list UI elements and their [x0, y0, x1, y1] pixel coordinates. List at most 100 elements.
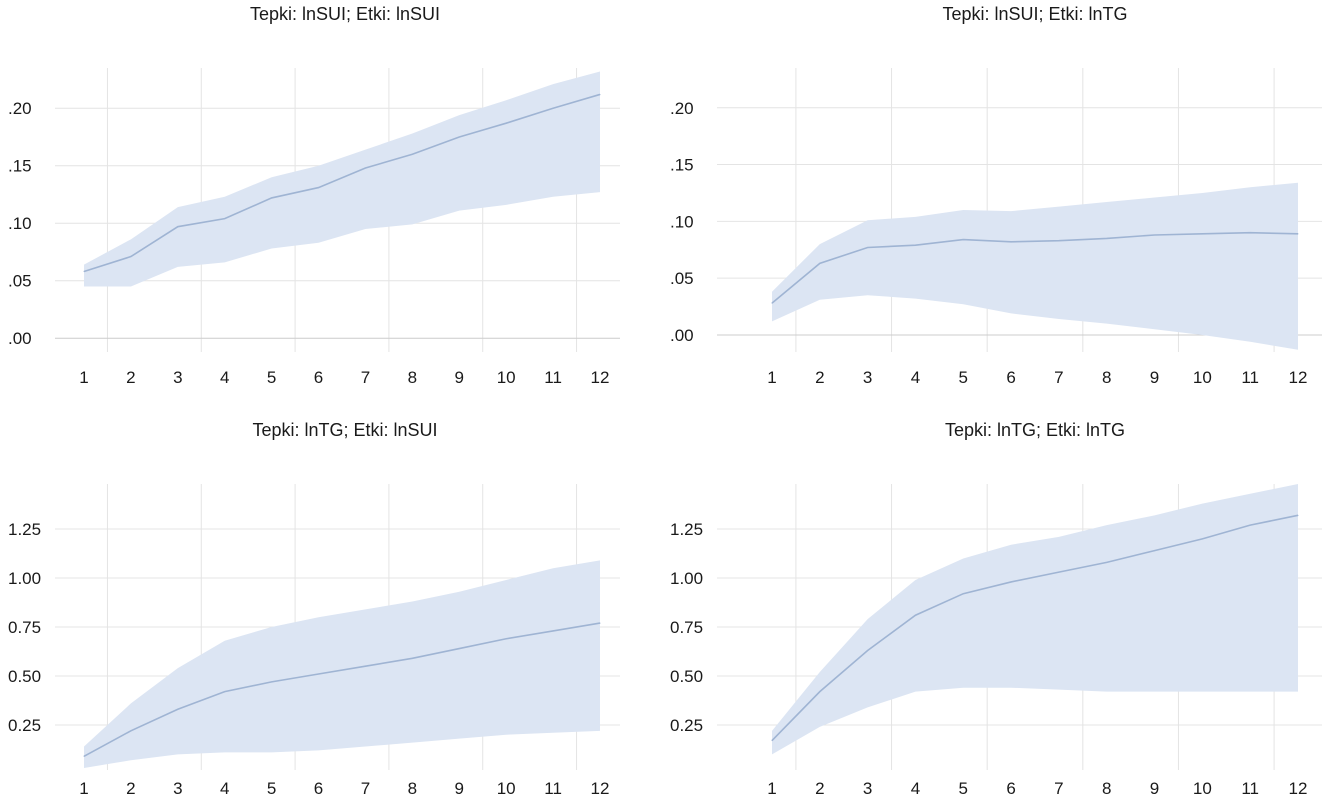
data-point [552, 630, 554, 632]
x-tick-label: 9 [1150, 779, 1159, 798]
x-tick-label: 11 [1241, 779, 1259, 798]
x-tick-label: 8 [1102, 368, 1111, 387]
y-tick-label: 0.50 [670, 667, 703, 686]
y-tick-label: 0.25 [670, 716, 703, 735]
data-point [867, 246, 869, 248]
x-tick-label: 2 [126, 368, 135, 387]
chart-title-2: Tepki: lnSUI; Etki: lnTG [942, 4, 1128, 24]
y-tick-label: 1.25 [8, 520, 41, 539]
data-point [458, 648, 460, 650]
response-line [771, 231, 1299, 304]
data-point [318, 673, 320, 675]
data-point [1106, 237, 1108, 239]
x-tick-label: 5 [267, 368, 276, 387]
data-point [271, 681, 273, 683]
x-tick-label: 4 [911, 368, 920, 387]
x-tick-label: 2 [815, 368, 824, 387]
x-tick-label: 1 [79, 779, 88, 798]
y-tick-label: 0.25 [8, 716, 41, 735]
x-tick-label: 11 [544, 368, 562, 387]
x-tick-label: 9 [455, 368, 464, 387]
data-point [83, 271, 85, 273]
data-point [962, 593, 964, 595]
data-point [599, 93, 601, 95]
data-point [318, 187, 320, 189]
x-tick-label: 10 [497, 368, 516, 387]
y-tick-label: 1.25 [670, 520, 703, 539]
x-tick-label: 4 [911, 779, 920, 798]
data-point [411, 657, 413, 659]
x-tick-label: 6 [314, 368, 323, 387]
y-tick-label: .00 [670, 326, 694, 345]
x-tick-label: 3 [863, 368, 872, 387]
x-tick-label: 7 [361, 779, 370, 798]
confidence-band [84, 560, 600, 769]
x-tick-label: 6 [1006, 779, 1015, 798]
data-point [819, 262, 821, 264]
confidence-band [84, 71, 600, 287]
data-point [83, 755, 85, 757]
x-tick-label: 7 [361, 368, 370, 387]
x-tick-label: 2 [126, 779, 135, 798]
data-point [1058, 571, 1060, 573]
data-point [364, 167, 366, 169]
y-tick-label: .05 [8, 272, 32, 291]
chart-3-svg: 0.250.500.751.001.251 2 3 4 5 6 7 8 9 10 11 12 [8, 484, 620, 798]
data-point [1297, 233, 1299, 235]
y-tick-label: .15 [8, 157, 32, 176]
data-point [271, 197, 273, 199]
data-point [819, 691, 821, 693]
y-tick-label: .20 [8, 99, 32, 118]
data-point [1201, 233, 1203, 235]
response-line [83, 622, 601, 757]
data-point [552, 107, 554, 109]
x-tick-label: 9 [455, 779, 464, 798]
x-tick-label: 12 [1289, 779, 1308, 798]
data-point [505, 638, 507, 640]
data-point [130, 730, 132, 732]
data-point [962, 239, 964, 241]
data-point [224, 218, 226, 220]
confidence-band [772, 182, 1298, 350]
data-point [224, 691, 226, 693]
x-tick-label: 12 [591, 368, 610, 387]
data-point [130, 256, 132, 258]
y-tick-label: 0.50 [8, 667, 41, 686]
x-tick-label: 3 [173, 368, 182, 387]
x-tick-label: 4 [220, 368, 229, 387]
data-point [1154, 550, 1156, 552]
x-tick-label: 7 [1054, 368, 1063, 387]
x-tick-label: 11 [544, 779, 562, 798]
x-tick-label: 10 [497, 779, 516, 798]
x-tick-label: 1 [767, 368, 776, 387]
chart-title-4: Tepki: lnTG; Etki: lnTG [944, 420, 1126, 440]
chart-2-svg: .00.05.10.15.201 2 3 4 5 6 7 8 9 10 11 12 [670, 68, 1322, 387]
x-tick-label: 6 [1006, 368, 1015, 387]
chart-title-3: Tepki: lnTG; Etki: lnSUI [252, 420, 438, 440]
data-point [177, 226, 179, 228]
data-point [914, 244, 916, 246]
data-point [1058, 240, 1060, 242]
x-tick-label: 10 [1193, 779, 1212, 798]
data-point [771, 740, 773, 742]
data-point [1249, 232, 1251, 234]
x-tick-label: 5 [959, 368, 968, 387]
x-tick-label: 12 [1289, 368, 1308, 387]
x-tick-label: 3 [863, 779, 872, 798]
data-point [177, 708, 179, 710]
x-tick-label: 3 [173, 779, 182, 798]
data-point [1010, 581, 1012, 583]
x-tick-label: 5 [267, 779, 276, 798]
data-point [1201, 538, 1203, 540]
x-tick-label: 12 [591, 779, 610, 798]
y-tick-label: .10 [670, 212, 694, 231]
data-point [771, 302, 773, 304]
data-point [364, 665, 366, 667]
x-tick-label: 9 [1150, 368, 1159, 387]
y-tick-label: .10 [8, 214, 32, 233]
x-tick-label: 1 [79, 368, 88, 387]
confidence-band [772, 484, 1298, 755]
x-tick-label: 8 [408, 779, 417, 798]
y-tick-label: .15 [670, 156, 694, 175]
